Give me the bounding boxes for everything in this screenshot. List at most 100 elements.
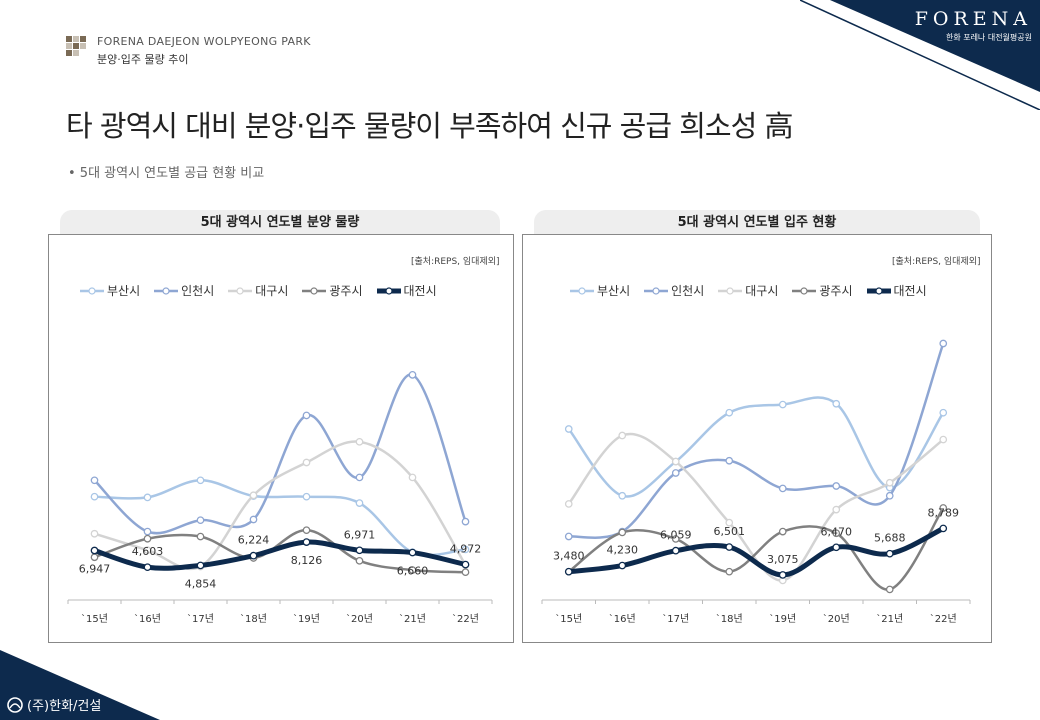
chart-title-sales: 5대 광역시 연도별 분양 물량 — [60, 210, 500, 234]
legend-label: 대구시 — [255, 284, 289, 298]
x-tick-label: `19년 — [293, 613, 320, 625]
header-english-name: FORENA DAEJEON WOLPYEONG PARK — [97, 35, 311, 48]
legend-label: 인천시 — [181, 284, 215, 298]
data-point-대구시 — [143, 546, 152, 554]
data-point-대구시 — [885, 478, 894, 487]
data-point-대전시 — [461, 560, 470, 569]
series-line-부산시 — [93, 479, 467, 557]
x-tick-label: `21년 — [399, 613, 426, 625]
legend-swatch — [718, 286, 743, 295]
series-line-대전시 — [92, 539, 468, 571]
x-tick-label: `18년 — [716, 613, 743, 625]
x-tick-label: `19년 — [769, 613, 796, 625]
data-point-인천시 — [461, 517, 470, 526]
header-mark-icon — [66, 36, 86, 56]
data-point-대전시 — [939, 524, 948, 533]
data-point-대전시 — [832, 543, 841, 552]
legend-item: 광주시 — [302, 282, 363, 299]
data-point-부산시 — [564, 425, 573, 433]
data-label: 8,126 — [291, 554, 323, 567]
x-tick-label: `15년 — [555, 613, 582, 625]
x-tick-label: `20년 — [823, 613, 850, 625]
legend-label: 부산시 — [107, 284, 141, 298]
data-point-광주시 — [725, 567, 734, 576]
data-point-대구시 — [249, 491, 258, 500]
data-point-광주시 — [408, 566, 417, 574]
x-tick-label: `18년 — [240, 613, 267, 625]
data-point-인천시 — [564, 532, 573, 541]
data-point-광주시 — [832, 529, 841, 538]
series-line-인천시 — [567, 342, 945, 539]
legend-swatch — [570, 286, 594, 295]
legend-item: 인천시 — [644, 282, 704, 299]
brand-subtitle: 한화 포레나 대전월평공원 — [945, 33, 1032, 42]
data-point-부산시 — [461, 545, 470, 554]
x-tick-label: `16년 — [134, 613, 161, 625]
data-label: 6,971 — [344, 528, 376, 541]
data-point-대전시 — [618, 561, 627, 570]
legend-swatch-marker — [162, 286, 170, 295]
data-point-대전시 — [196, 561, 205, 570]
x-tick-label: `21년 — [876, 613, 903, 625]
data-point-인천시 — [832, 482, 841, 490]
brand-block: FORENA 한화 포레나 대전월평공원 — [915, 8, 1032, 43]
data-label: 5,688 — [874, 532, 906, 545]
data-label: 6,660 — [397, 565, 429, 578]
data-point-대전시 — [885, 549, 894, 558]
data-point-부산시 — [939, 408, 948, 417]
legend-swatch-marker — [800, 286, 808, 295]
data-point-광주시 — [618, 528, 627, 537]
data-point-대전시 — [355, 546, 364, 555]
corner-decoration-bottom — [0, 650, 160, 720]
data-label: 6,224 — [238, 534, 270, 547]
legend-item: 대전시 — [376, 282, 437, 299]
data-point-광주시 — [302, 526, 311, 535]
data-point-인천시 — [355, 473, 364, 482]
data-point-부산시 — [355, 499, 364, 507]
legend-label: 인천시 — [671, 284, 705, 298]
legend-swatch — [302, 286, 327, 295]
data-point-인천시 — [885, 491, 894, 500]
data-point-대전시 — [671, 546, 680, 555]
data-label: 4,972 — [450, 543, 482, 556]
data-point-광주시 — [355, 556, 364, 565]
legend-label: 대구시 — [745, 284, 779, 298]
data-point-대구시 — [939, 435, 948, 444]
data-point-광주시 — [671, 535, 680, 543]
data-point-광주시 — [885, 585, 894, 594]
data-label: 3,480 — [553, 550, 585, 563]
data-point-광주시 — [143, 534, 152, 543]
chart-source-sales: [출처:REPS, 임대제외] — [411, 257, 500, 267]
data-point-대전시 — [143, 563, 152, 572]
data-point-대구시 — [564, 500, 573, 508]
data-point-인천시 — [302, 411, 311, 420]
hanwha-logo-icon — [7, 696, 23, 713]
x-tick-label: `22년 — [452, 613, 479, 625]
data-point-인천시 — [725, 456, 734, 465]
x-tick-label: `15년 — [81, 613, 108, 625]
data-label: 4,230 — [607, 544, 639, 557]
data-point-대구시 — [355, 437, 364, 446]
data-point-부산시 — [143, 493, 152, 502]
data-point-광주시 — [196, 532, 205, 541]
data-label: 8,789 — [928, 506, 960, 519]
data-point-부산시 — [832, 399, 841, 408]
data-label: 6,947 — [79, 563, 111, 576]
data-point-대구시 — [832, 505, 841, 514]
data-label: 6,470 — [821, 525, 853, 538]
x-tick-label: `16년 — [609, 613, 636, 625]
x-tick-label: `17년 — [662, 613, 689, 625]
legend-swatch-marker — [578, 286, 586, 295]
legend-swatch — [866, 286, 891, 295]
data-point-대전시 — [302, 538, 311, 546]
corner-decoration-top — [830, 0, 1040, 92]
legend-label: 광주시 — [329, 284, 363, 298]
footer-company: (주)한화/건설 — [27, 699, 102, 714]
data-point-대전시 — [408, 548, 417, 557]
data-point-대전시 — [90, 546, 99, 555]
legend-item: 인천시 — [154, 282, 214, 299]
footer-logo: (주)한화/건설 — [6, 695, 101, 714]
chart-panel-sales — [48, 234, 514, 643]
data-point-부산시 — [725, 408, 734, 417]
data-point-인천시 — [90, 476, 99, 485]
